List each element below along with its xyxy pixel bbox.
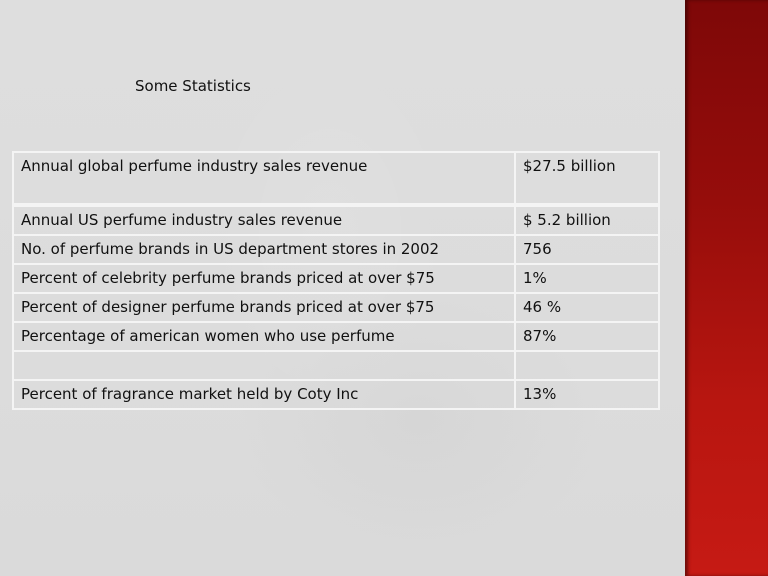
table-row-empty [12, 350, 660, 381]
table-row: Percentage of american women who use per… [12, 321, 660, 352]
row-label: Percent of fragrance market held by Coty… [12, 379, 516, 410]
row-label: Annual US perfume industry sales revenue [12, 204, 516, 236]
row-label [12, 350, 516, 381]
table-row: Annual global perfume industry sales rev… [12, 151, 660, 207]
statistics-table: Annual global perfume industry sales rev… [12, 151, 660, 410]
row-value: 1% [514, 263, 660, 294]
row-value: $27.5 billion [514, 151, 660, 207]
table-row: Percent of celebrity perfume brands pric… [12, 263, 660, 294]
row-value: $ 5.2 billion [514, 204, 660, 236]
row-value: 46 % [514, 292, 660, 323]
row-value: 87% [514, 321, 660, 352]
table-row: Annual US perfume industry sales revenue… [12, 204, 660, 236]
table-row: Percent of fragrance market held by Coty… [12, 379, 660, 410]
table-row: Percent of designer perfume brands price… [12, 292, 660, 323]
row-label: No. of perfume brands in US department s… [12, 234, 516, 265]
row-value: 756 [514, 234, 660, 265]
row-value [514, 350, 660, 381]
row-label: Percent of celebrity perfume brands pric… [12, 263, 516, 294]
table-row: No. of perfume brands in US department s… [12, 234, 660, 265]
row-value: 13% [514, 379, 660, 410]
red-accent-band [685, 0, 768, 576]
row-label: Annual global perfume industry sales rev… [12, 151, 516, 207]
row-label: Percent of designer perfume brands price… [12, 292, 516, 323]
slide-title: Some Statistics [135, 77, 251, 95]
row-label: Percentage of american women who use per… [12, 321, 516, 352]
